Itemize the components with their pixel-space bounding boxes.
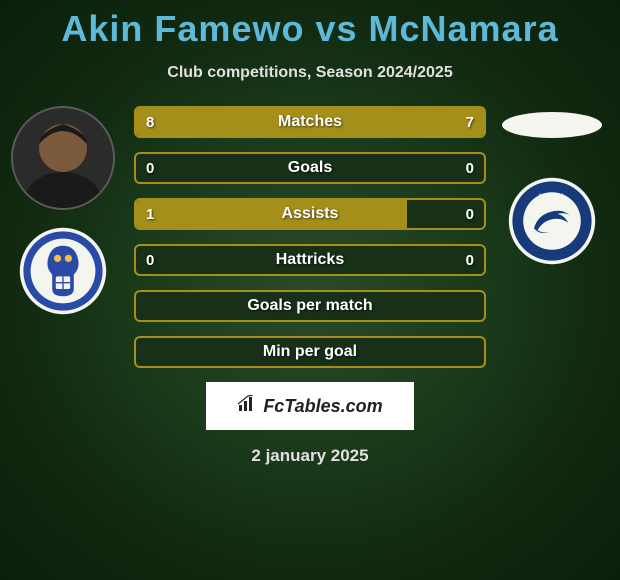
stat-row: 00Hattricks — [134, 244, 486, 276]
watermark-text: FcTables.com — [263, 396, 382, 417]
right-club-badge: MILLWALL — [507, 176, 597, 266]
right-player-column: MILLWALL — [492, 106, 612, 266]
stat-row: Min per goal — [134, 336, 486, 368]
right-player-avatar-placeholder — [502, 112, 602, 138]
stat-row: Goals per match — [134, 290, 486, 322]
left-player-column — [8, 106, 118, 316]
left-player-avatar — [11, 106, 115, 210]
date-text: 2 january 2025 — [0, 446, 620, 466]
stat-label: Goals per match — [136, 292, 484, 320]
subtitle: Club competitions, Season 2024/2025 — [0, 64, 620, 82]
stat-row: 87Matches — [134, 106, 486, 138]
left-club-badge — [18, 226, 108, 316]
stat-label: Goals — [136, 154, 484, 182]
comparison-area: MILLWALL 87Matches 00Goals 10Assists 00Hatt… — [0, 106, 620, 368]
chart-icon — [237, 395, 257, 418]
stats-bars: 87Matches 00Goals 10Assists 00Hattricks Goal… — [134, 106, 486, 368]
stat-label: Min per goal — [136, 338, 484, 366]
watermark-badge: FcTables.com — [206, 382, 414, 430]
page-title: Akin Famewo vs McNamara — [0, 0, 620, 50]
svg-text:MILLWALL: MILLWALL — [539, 194, 565, 200]
stat-label: Matches — [136, 108, 484, 136]
stat-label: Hattricks — [136, 246, 484, 274]
stat-row: 00Goals — [134, 152, 486, 184]
stat-label: Assists — [136, 200, 484, 228]
stat-row: 10Assists — [134, 198, 486, 230]
